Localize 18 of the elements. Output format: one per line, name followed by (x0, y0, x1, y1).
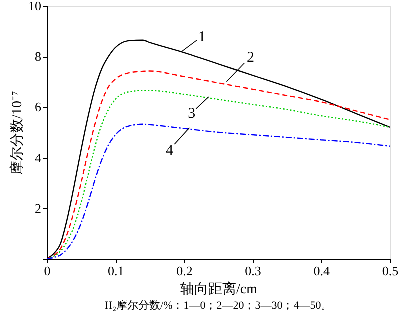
annotation: 2 (246, 50, 254, 66)
x-tick-label: 0.5 (382, 264, 399, 278)
x-tick-label: 0.1 (108, 264, 124, 278)
x-tick-label: 0 (44, 264, 51, 278)
y-tick-label: 6 (35, 100, 42, 115)
annotation: 4 (166, 142, 174, 159)
annotation: 3 (188, 106, 196, 122)
y-tick-label: 4 (35, 150, 42, 166)
x-axis-title: 轴向距离/cm (180, 282, 258, 298)
text: H₂摩尔分数/%：1—0；2—20；3—30；4—50。 (104, 299, 332, 312)
x-tick-label: 0.3 (245, 264, 262, 278)
y-tick-label: 10 (28, 0, 42, 14)
y-tick-label: 8 (35, 49, 42, 64)
y-tick-label: 2 (35, 200, 42, 216)
y-axis-title: 摩尔分数/10⁻⁷ (10, 91, 26, 175)
x-tick-label: 0.4 (314, 264, 331, 278)
annotation: 1 (198, 30, 206, 46)
x-tick-label: 0.2 (176, 264, 193, 278)
